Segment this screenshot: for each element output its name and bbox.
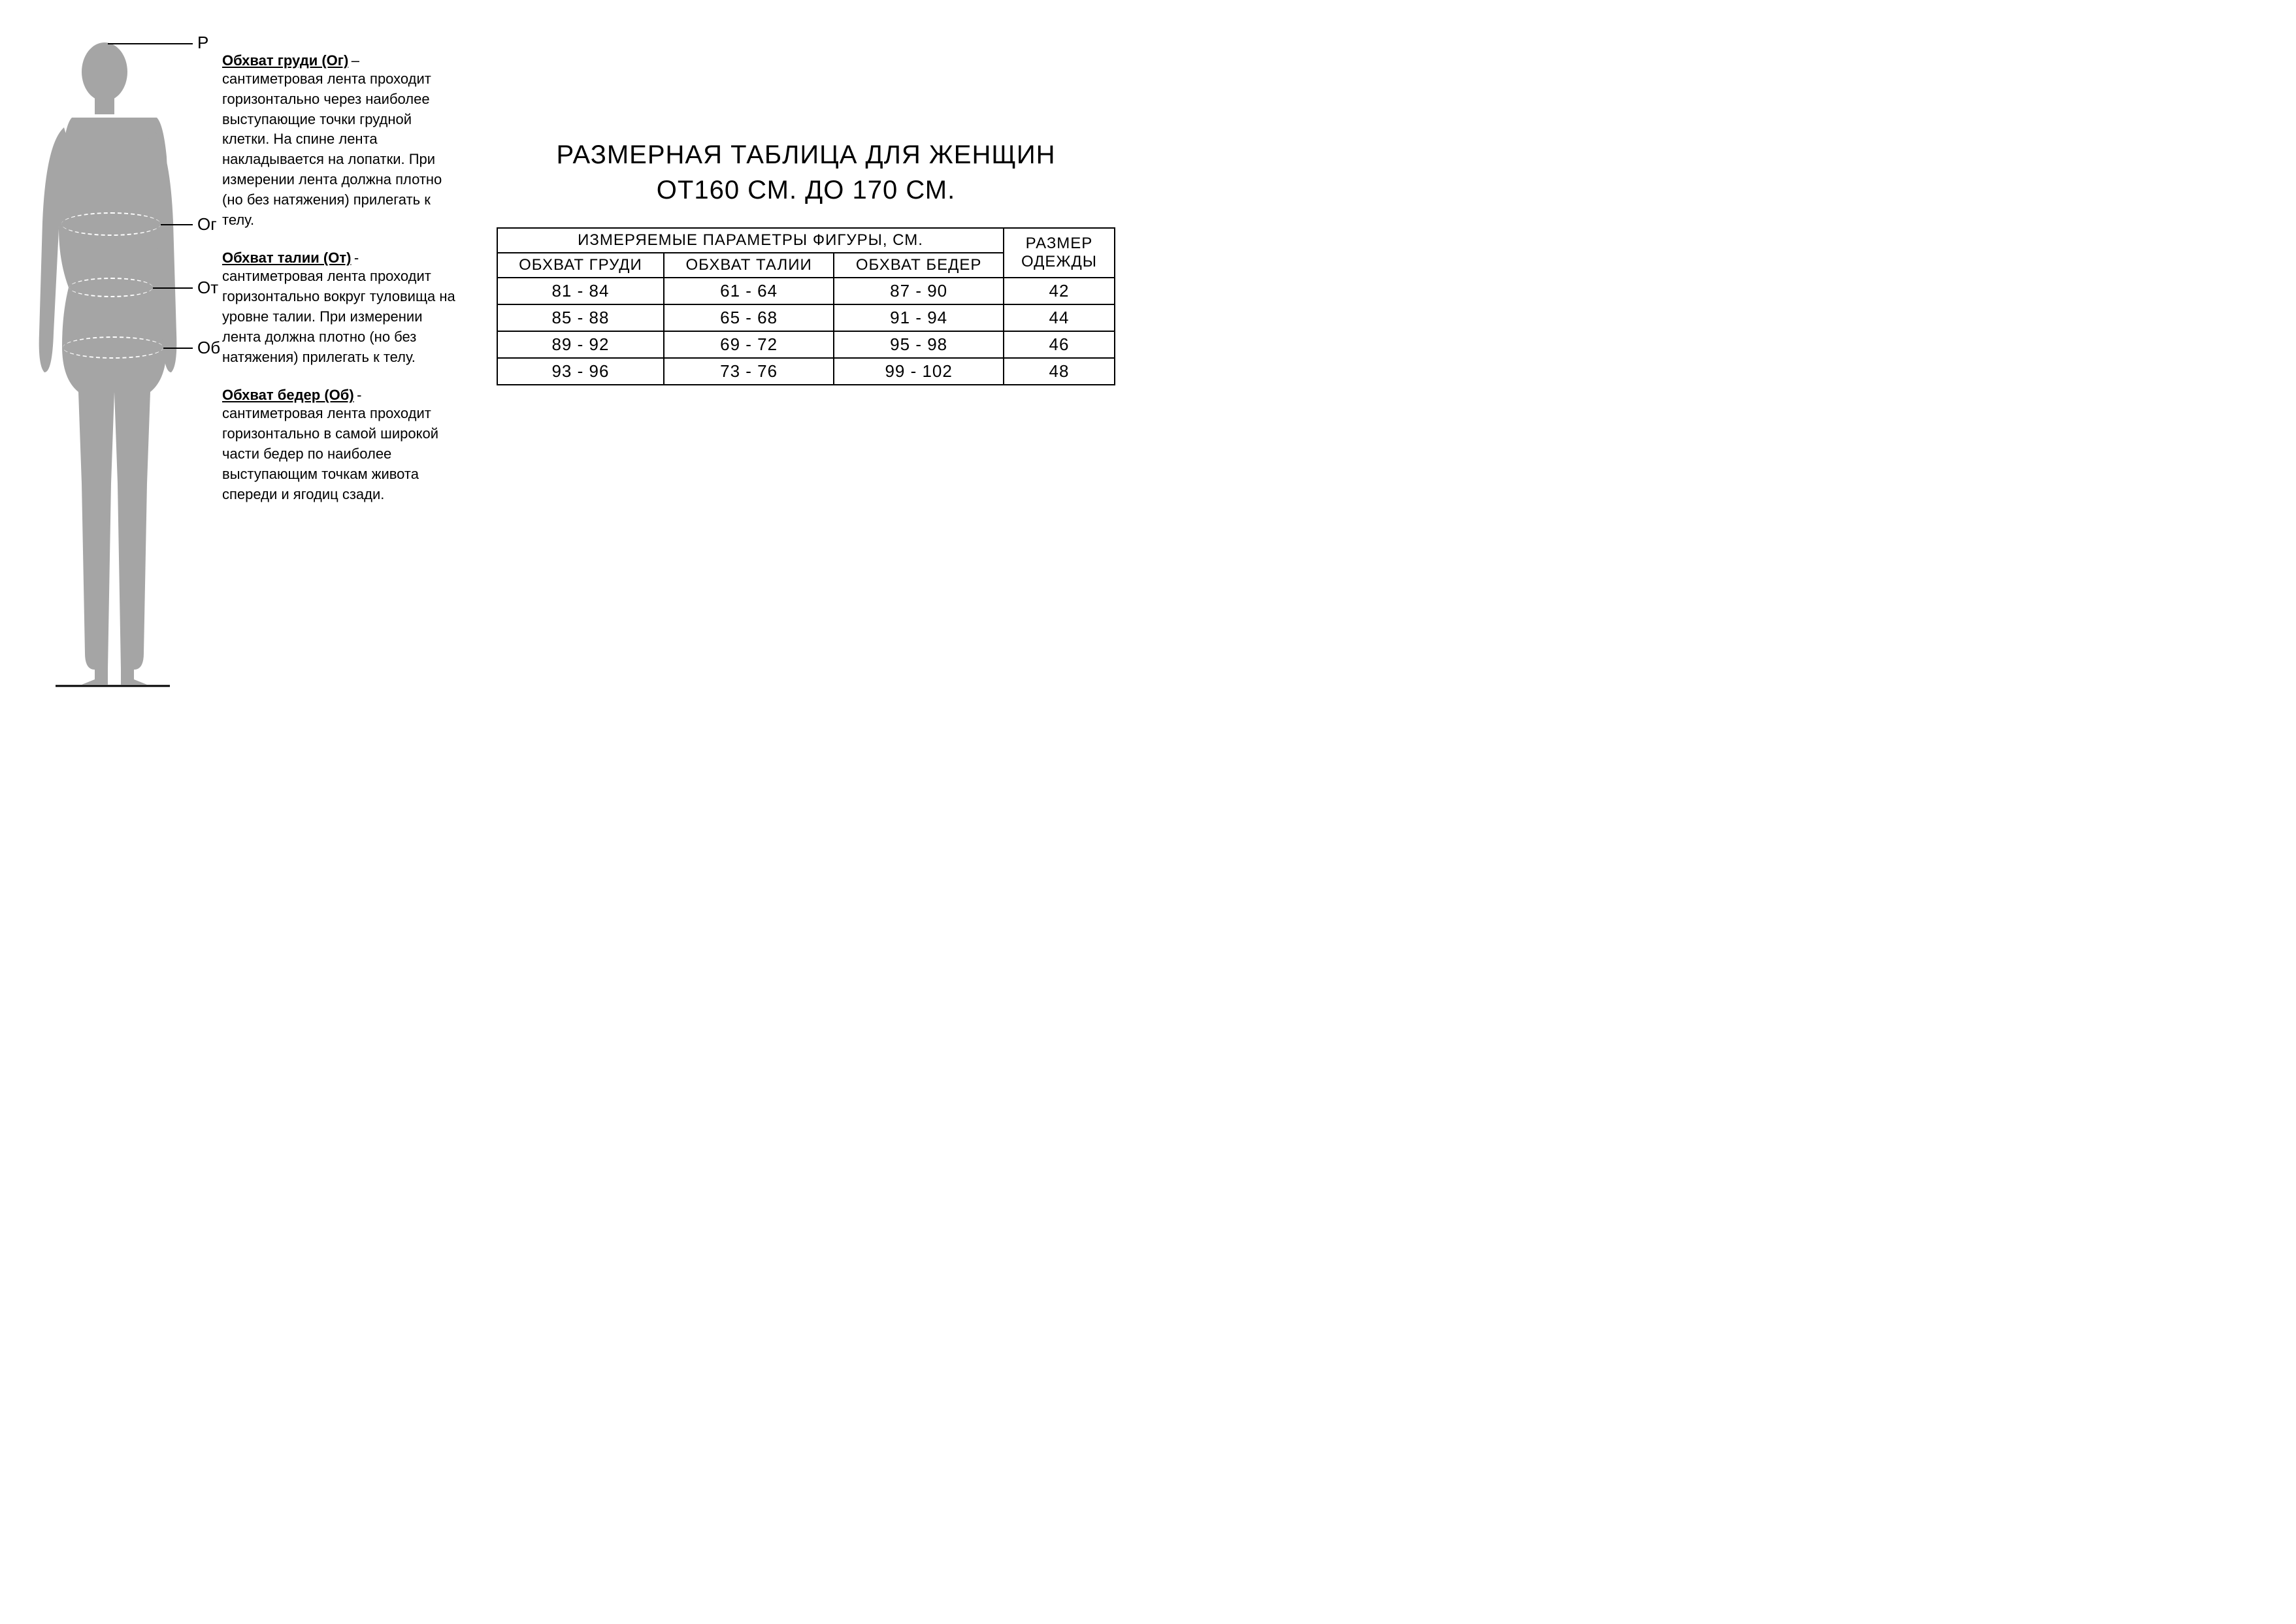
hip-marker-label: Об	[197, 338, 220, 358]
cell-bust: 81 - 84	[497, 278, 664, 304]
cell-hip: 95 - 98	[834, 331, 1004, 358]
table-row: 85 - 88 65 - 68 91 - 94 44	[497, 304, 1115, 331]
definition-body: сантиметровая лента проходит горизонталь…	[222, 71, 442, 228]
table-row: 81 - 84 61 - 64 87 - 90 42	[497, 278, 1115, 304]
cell-bust: 93 - 96	[497, 358, 664, 385]
table-row: 93 - 96 73 - 76 99 - 102 48	[497, 358, 1115, 385]
bust-marker-label: Ог	[197, 214, 217, 235]
cell-size: 46	[1004, 331, 1115, 358]
bust-band	[61, 212, 161, 236]
table-group-header: ИЗМЕРЯЕМЫЕ ПАРАМЕТРЫ ФИГУРЫ, СМ.	[497, 228, 1004, 253]
waist-guideline	[153, 287, 193, 289]
definition-hip: Обхват бедер (Об) - сантиметровая лента …	[222, 387, 457, 504]
cell-waist: 73 - 76	[664, 358, 834, 385]
definition-body: сантиметровая лента проходит горизонталь…	[222, 405, 438, 502]
hip-guideline	[163, 348, 193, 349]
definition-body: сантиметровая лента проходит горизонталь…	[222, 268, 455, 365]
cell-size: 42	[1004, 278, 1115, 304]
definition-dash: –	[352, 52, 359, 69]
height-marker-label: Р	[197, 33, 208, 53]
cell-waist: 65 - 68	[664, 304, 834, 331]
figure-diagram: Р Ог От Об	[33, 26, 209, 692]
hip-band	[63, 336, 163, 359]
title-line1: РАЗМЕРНАЯ ТАБЛИЦА ДЛЯ ЖЕНЩИН	[497, 137, 1115, 172]
height-guideline	[108, 43, 193, 44]
cell-waist: 69 - 72	[664, 331, 834, 358]
body-silhouette	[33, 26, 183, 692]
size-table: ИЗМЕРЯЕМЫЕ ПАРАМЕТРЫ ФИГУРЫ, СМ. РАЗМЕР …	[497, 227, 1115, 385]
definition-dash: -	[357, 387, 361, 403]
bust-guideline	[161, 224, 193, 225]
table-subheader-bust: ОБХВАТ ГРУДИ	[497, 253, 664, 278]
cell-hip: 87 - 90	[834, 278, 1004, 304]
size-table-section: РАЗМЕРНАЯ ТАБЛИЦА ДЛЯ ЖЕНЩИН ОТ160 СМ. Д…	[497, 26, 1115, 385]
definitions-column: Обхват груди (Ог) – сантиметровая лента …	[222, 26, 457, 524]
cell-hip: 99 - 102	[834, 358, 1004, 385]
cell-size: 48	[1004, 358, 1115, 385]
definition-waist: Обхват талии (От) - сантиметровая лента …	[222, 250, 457, 367]
cell-waist: 61 - 64	[664, 278, 834, 304]
definition-term: Обхват талии (От)	[222, 250, 351, 266]
table-subheader-hip: ОБХВАТ БЕДЕР	[834, 253, 1004, 278]
size-table-title: РАЗМЕРНАЯ ТАБЛИЦА ДЛЯ ЖЕНЩИН ОТ160 СМ. Д…	[497, 137, 1115, 208]
cell-bust: 85 - 88	[497, 304, 664, 331]
waist-band	[69, 278, 153, 297]
cell-size: 44	[1004, 304, 1115, 331]
definition-dash: -	[354, 250, 359, 266]
table-row: 89 - 92 69 - 72 95 - 98 46	[497, 331, 1115, 358]
definition-term: Обхват груди (Ог)	[222, 52, 348, 69]
definition-bust: Обхват груди (Ог) – сантиметровая лента …	[222, 52, 457, 230]
definition-term: Обхват бедер (Об)	[222, 387, 354, 403]
title-line2: ОТ160 СМ. ДО 170 СМ.	[497, 172, 1115, 208]
waist-marker-label: От	[197, 278, 218, 298]
cell-hip: 91 - 94	[834, 304, 1004, 331]
table-subheader-waist: ОБХВАТ ТАЛИИ	[664, 253, 834, 278]
table-size-header: РАЗМЕР ОДЕЖДЫ	[1004, 228, 1115, 278]
cell-bust: 89 - 92	[497, 331, 664, 358]
